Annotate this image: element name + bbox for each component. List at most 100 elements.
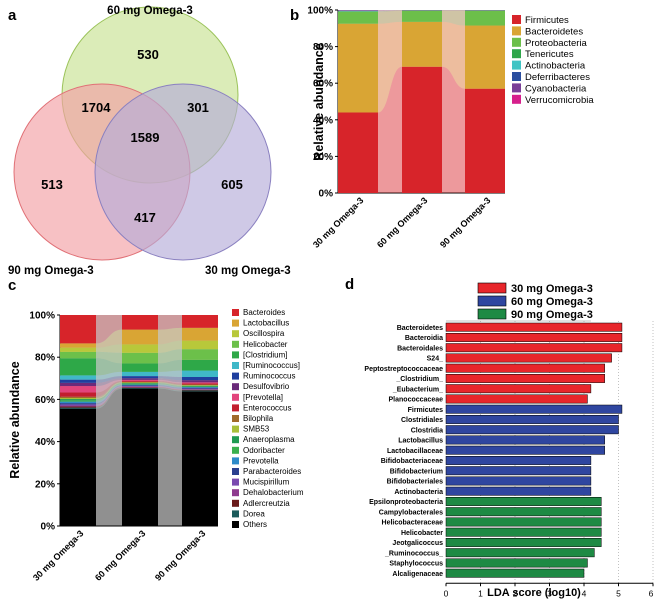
- bar-segment-firmicutes: [338, 112, 378, 193]
- legend-label: Anaeroplasma: [243, 435, 295, 444]
- y-tick-label: 80%: [313, 42, 333, 53]
- flow--prevotella-: [158, 379, 182, 384]
- legend-label: Parabacteroides: [243, 467, 301, 476]
- lda-bar: [445, 548, 595, 558]
- bar-segment-ruminococcus: [60, 379, 96, 383]
- flow-dehalobacterium: [96, 386, 122, 407]
- bar-segment-desulfovibrio: [60, 382, 96, 387]
- legend-label: SMB53: [243, 425, 270, 434]
- legend-label: Deferribacteres: [525, 72, 590, 83]
- legend-label: 60 mg Omega-3: [511, 296, 593, 308]
- legend-swatch: [232, 372, 239, 380]
- lda-bar: [445, 476, 592, 486]
- lda-bar: [445, 456, 592, 465]
- lda-bar: [445, 517, 602, 527]
- bar-segment-dehalobacterium: [182, 389, 218, 390]
- legend-label: [Clostridium]: [243, 350, 287, 359]
- taxon-label: Firmicutes: [408, 407, 444, 414]
- flow-parabacteroides: [96, 385, 122, 405]
- flow-bacteroides: [96, 315, 122, 344]
- legend-label: Ruminococcus: [243, 372, 295, 381]
- bar-segment-prevotella: [60, 401, 96, 404]
- bar-segment-others: [60, 408, 96, 526]
- legend-swatch: [232, 521, 239, 528]
- legend-label: Cyanobacteria: [525, 83, 587, 94]
- venn-count-90-30: 417: [134, 210, 156, 225]
- legend-swatch: [232, 393, 239, 401]
- legend-label: Odoribacter: [243, 446, 285, 455]
- legend-swatch: [232, 362, 239, 369]
- bar-segment-anaeroplasma: [60, 399, 96, 401]
- bar-segment-parabacteroides: [182, 387, 218, 389]
- x-tick-label: 0: [444, 588, 449, 598]
- legend-label: [Ruminococcus]: [243, 361, 300, 370]
- flow-helicobacter: [96, 351, 122, 364]
- flow-enterococcus: [158, 380, 182, 385]
- bar-segment-firmicutes: [465, 88, 505, 193]
- venn-count-60-30: 301: [187, 100, 209, 115]
- bar-segment-anaeroplasma: [182, 385, 218, 387]
- taxon-label: Bacteroidia: [405, 335, 443, 342]
- x-category-label: 30 mg Omega-3: [311, 195, 365, 249]
- bar-segment-anaeroplasma: [122, 383, 158, 384]
- venn-label-60mg: 60 mg Omega-3: [107, 5, 193, 17]
- bar-segment-ruminococcus: [122, 376, 158, 379]
- bar-segment-bacteroides: [182, 315, 218, 328]
- flow-bacteroidetes: [378, 21, 402, 113]
- b-y-axis-label: Relative abundance: [312, 43, 326, 160]
- bar-segment-oscillospira: [60, 347, 96, 352]
- lda-bar: [445, 374, 605, 383]
- bar-segment-mucispirillum: [182, 388, 218, 390]
- lda-bar: [445, 363, 605, 373]
- legend-swatch: [512, 72, 521, 81]
- bar-segment-odoribacter: [60, 400, 96, 402]
- y-tick-label: 0%: [319, 189, 334, 200]
- bar-segment-parabacteroides: [122, 385, 158, 387]
- bar-segment-bilophila: [122, 381, 158, 383]
- bar-segment-lactobacillus: [60, 343, 96, 348]
- taxon-label: Jeotgalicoccus: [392, 540, 443, 547]
- x-category-label: 90 mg Omega-3: [153, 528, 207, 582]
- legend-label: Actinobacteria: [525, 61, 586, 72]
- legend-swatch: [232, 468, 239, 475]
- taxon-label: Lactobacillaceae: [387, 448, 443, 455]
- taxon-label: Actinobacteria: [394, 489, 443, 496]
- bar-segment-proteobacteria: [402, 10, 442, 22]
- legend-swatch: [232, 436, 239, 444]
- bar-segment-bacteroidetes: [465, 25, 505, 89]
- lda-bar: [445, 538, 602, 547]
- bar-segment-desulfovibrio: [122, 378, 158, 380]
- panel-label-a: a: [8, 7, 17, 24]
- flow-odoribacter: [96, 383, 122, 402]
- taxon-label: Bifidobacteriaceae: [381, 458, 443, 465]
- flow-lactobacillus: [158, 327, 182, 345]
- legend-swatch: [512, 60, 521, 70]
- legend-label: Bacteroidetes: [525, 26, 583, 37]
- x-tick-label: 5: [616, 588, 621, 598]
- flow-bacteroides: [158, 315, 182, 330]
- bar-segment-tenericutes: [338, 11, 378, 12]
- y-tick-label: 40%: [35, 437, 55, 448]
- taxon-label: Helicobacteraceae: [382, 520, 444, 527]
- bar-segment-dorea: [122, 387, 158, 389]
- taxon-label: Planococcaceae: [389, 397, 444, 404]
- taxon-label: Bacteroidales: [397, 345, 443, 352]
- flow-firmicutes: [378, 66, 402, 193]
- x-category-label: 60 mg Omega-3: [375, 195, 429, 249]
- b-legend: FirmicutesBacteroidetesProteobacteriaTen…: [512, 15, 594, 106]
- legend-swatch: [512, 83, 521, 93]
- bar-segment--ruminococcus-: [122, 371, 158, 377]
- legend-label: Oscillospira: [243, 329, 285, 338]
- bar-segment-mucispirillum: [60, 404, 96, 406]
- legend-swatch: [232, 457, 239, 465]
- lda-bar: [445, 353, 612, 363]
- y-tick-label: 100%: [307, 6, 333, 17]
- flow-bacteroidetes: [442, 21, 465, 89]
- x-tick-label: 4: [582, 588, 587, 598]
- flow-desulfovibrio: [96, 378, 122, 387]
- taxon-label: Bacteroidetes: [397, 325, 443, 332]
- bar-segment-bacteroides: [60, 315, 96, 344]
- legend-swatch: [232, 499, 239, 507]
- taxon-label: Bifidobacterium: [390, 468, 443, 475]
- bar-segment-lactobacillus: [182, 327, 218, 341]
